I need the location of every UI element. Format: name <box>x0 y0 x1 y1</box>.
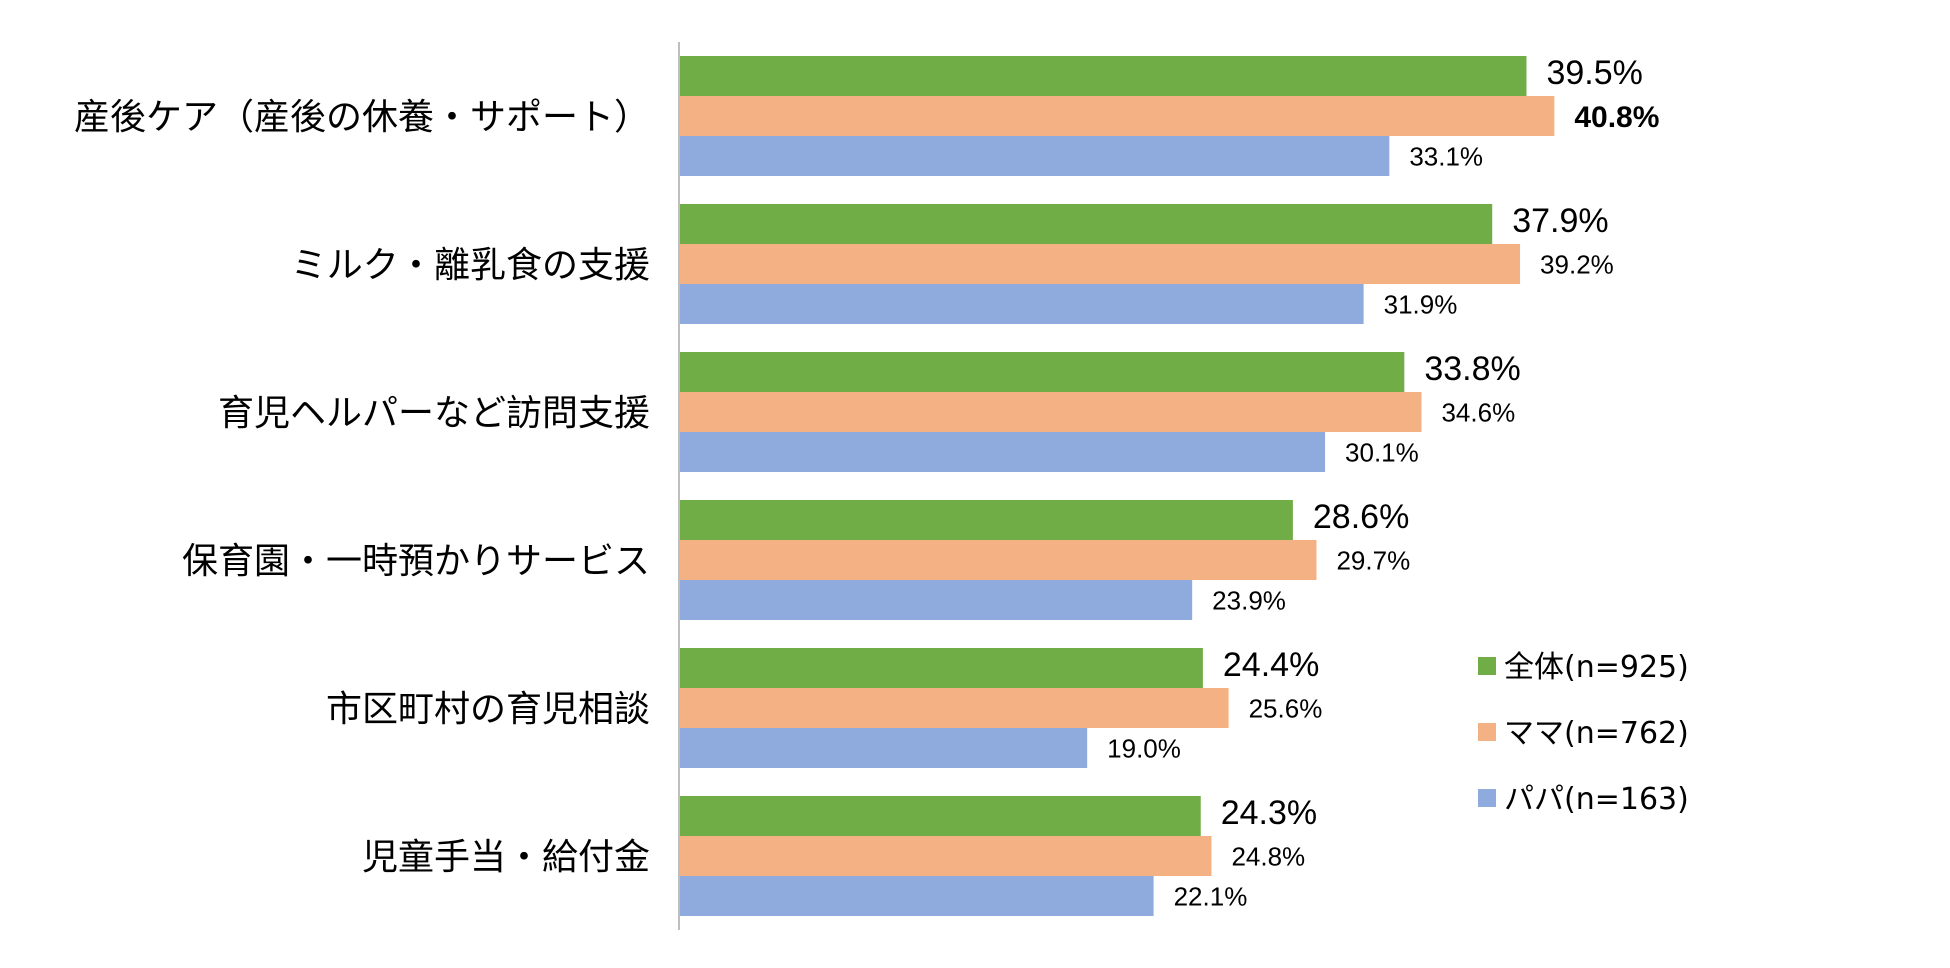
value-label-ママ: 34.6% <box>1441 397 1515 427</box>
legend-swatch-全体 <box>1478 657 1496 675</box>
bar-ママ <box>680 96 1555 136</box>
legend-swatch-パパ <box>1478 789 1496 807</box>
bar-パパ <box>680 136 1390 176</box>
value-label-ママ: 40.8% <box>1574 101 1659 134</box>
bar-ママ <box>680 836 1212 876</box>
bar-全体 <box>680 648 1203 688</box>
bar-パパ <box>680 728 1088 768</box>
bar-全体 <box>680 352 1405 392</box>
bar-パパ <box>680 284 1364 324</box>
category-label: 市区町村の育児相談 <box>326 689 650 730</box>
category-labels: 産後ケア（産後の休養・サポート） ミルク・離乳食の支援育児ヘルパーなど訪問支援保育… <box>74 97 650 878</box>
bar-ママ <box>680 392 1422 432</box>
legend-label-パパ: パパ(n=163) <box>1504 782 1689 817</box>
value-label-ママ: 39.2% <box>1540 249 1614 279</box>
legend-label-ママ: ママ(n=762) <box>1504 716 1689 751</box>
bar-全体 <box>680 500 1293 540</box>
value-label-ママ: 24.8% <box>1231 841 1305 871</box>
value-label-パパ: 30.1% <box>1345 437 1419 467</box>
value-label-全体: 28.6% <box>1313 498 1409 536</box>
category-label: 保育園・一時預かりサービス <box>182 541 650 582</box>
category-label: 育児ヘルパーなど訪問支援 <box>218 393 650 434</box>
bar-パパ <box>680 876 1154 916</box>
category-label: 産後ケア（産後の休養・サポート） <box>74 97 650 138</box>
value-label-パパ: 31.9% <box>1384 289 1458 319</box>
value-labels: 39.5% 40.8% 33.1% 37.9% 39.2% 31.9% 33.8% 34.6%… <box>1107 54 1659 911</box>
bars <box>680 56 1555 916</box>
value-label-全体: 39.5% <box>1546 54 1642 92</box>
value-label-ママ: 25.6% <box>1249 693 1323 723</box>
value-label-全体: 24.4% <box>1223 646 1319 684</box>
category-label: ミルク・離乳食の支援 <box>291 245 650 286</box>
bar-ママ <box>680 244 1521 284</box>
bar-全体 <box>680 204 1493 244</box>
value-label-パパ: 19.0% <box>1107 733 1181 763</box>
legend: 全体(n=925) ママ(n=762) パパ(n=163) <box>1478 650 1689 817</box>
bar-全体 <box>680 56 1527 96</box>
bar-ママ <box>680 688 1229 728</box>
value-label-全体: 24.3% <box>1221 794 1317 832</box>
bar-ママ <box>680 540 1317 580</box>
bar-パパ <box>680 580 1193 620</box>
value-label-全体: 37.9% <box>1512 202 1608 240</box>
legend-label-全体: 全体(n=925) <box>1504 650 1689 685</box>
value-label-ママ: 29.7% <box>1336 545 1410 575</box>
value-label-パパ: 23.9% <box>1212 585 1286 615</box>
legend-swatch-ママ <box>1478 723 1496 741</box>
category-label: 児童手当・給付金 <box>362 837 650 878</box>
value-label-全体: 33.8% <box>1424 350 1520 388</box>
value-label-パパ: 22.1% <box>1174 881 1248 911</box>
bar-全体 <box>680 796 1201 836</box>
bar-パパ <box>680 432 1326 472</box>
value-label-パパ: 33.1% <box>1409 141 1483 171</box>
